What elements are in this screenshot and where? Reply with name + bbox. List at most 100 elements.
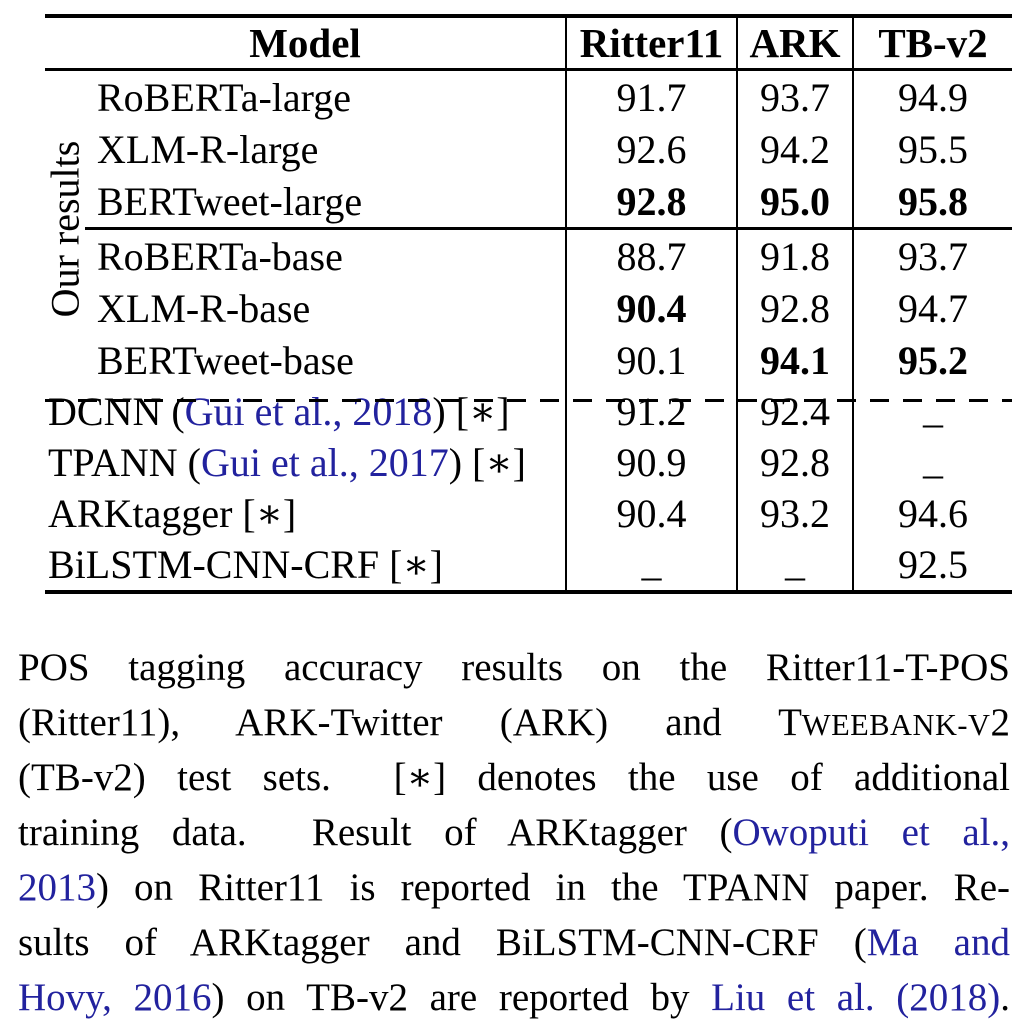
caption-line: training data. Result of ARKtagger (Owop… <box>18 805 1010 860</box>
results-table: Model Ritter11 ARK TB-v2 Our results RoBE… <box>43 14 1012 598</box>
table-header-row: Model Ritter11 ARK TB-v2 <box>45 16 1012 71</box>
caption-line: POS tagging accuracy results on the Ritt… <box>18 640 1010 695</box>
score-cell: 90.4 <box>565 282 737 334</box>
model-name-text: RoBERTa-large <box>97 74 352 120</box>
missing-value-dash: – <box>923 450 943 496</box>
model-name-cell: XLM-R-large <box>85 123 566 175</box>
model-name-cell: BERTweet-base <box>85 334 566 386</box>
model-name-text: ) [∗] <box>432 389 510 434</box>
score-cell: – <box>565 539 737 598</box>
missing-value-dash: – <box>923 399 943 445</box>
table-row: BERTweet-base 90.1 94.1 95.2 <box>45 334 1012 386</box>
score-cell: – <box>852 437 1012 496</box>
model-name-cell: RoBERTa-base <box>85 229 566 283</box>
score-cell: 92.8 <box>736 282 853 334</box>
score-cell: 92.8 <box>736 437 853 488</box>
caption-text: . <box>1000 976 1010 1019</box>
citation-link[interactable]: Hovy, 2016 <box>18 976 212 1019</box>
caption-line: 2013) on Ritter11 is reported in the TPA… <box>18 860 1010 915</box>
model-name-cell: RoBERTa-large <box>85 70 566 124</box>
score-cell: 93.7 <box>852 228 1012 282</box>
model-name-text: TPANN ( <box>48 440 201 485</box>
caption-line: sults of ARKtagger and BiLSTM-CNN-CRF (M… <box>18 915 1010 970</box>
table-row: XLM-R-base 90.4 92.8 94.7 <box>45 282 1012 334</box>
score-cell: 95.8 <box>852 175 1012 230</box>
column-header-ritter11: Ritter11 <box>565 16 737 71</box>
model-name-text: ARKtagger [∗] <box>48 491 297 536</box>
model-name-text: XLM-R-large <box>97 126 319 172</box>
citation-link[interactable]: Gui et al., 2017 <box>201 440 449 485</box>
paper-figure: { "colors": { "citation_blue": "#22229e"… <box>0 14 1016 1028</box>
missing-value-dash: – <box>785 552 805 598</box>
table-row: BERTweet-large 92.8 95.0 95.8 <box>45 175 1012 230</box>
caption-line: (TB-v2) test sets. [∗] denotes the use o… <box>18 750 1010 805</box>
table-row: BiLSTM-CNN-CRF [∗] – – 92.5 <box>45 539 1012 598</box>
citation-link[interactable]: Owoputi et al., <box>732 811 1010 854</box>
caption-line: Hovy, 2016) on TB-v2 are reported by Liu… <box>18 970 1010 1025</box>
model-name-cell: XLM-R-base <box>85 282 566 334</box>
model-name-text: BERTweet-large <box>97 178 363 224</box>
caption-text: (TB-v2) test sets. [∗] denotes the use o… <box>18 756 1010 799</box>
group-label-rotated: Our results <box>42 140 88 317</box>
caption-text: sults of ARKtagger and BiLSTM-CNN-CRF ( <box>18 921 867 964</box>
table-row: TPANN (Gui et al., 2017) [∗] 90.9 92.8– <box>45 437 1012 496</box>
caption-text: training data. Result of ARKtagger ( <box>18 811 733 854</box>
caption-text: ) on TB-v2 are reported by <box>211 976 712 1019</box>
score-cell: 92.6 <box>565 123 737 175</box>
model-name-cell: TPANN (Gui et al., 2017) [∗] <box>45 437 566 488</box>
citation-link[interactable]: Ma and <box>866 921 1010 964</box>
score-cell: – <box>852 386 1012 445</box>
model-name-cell: BERTweet-large <box>85 175 566 230</box>
score-cell: 92.5 <box>852 539 1012 592</box>
score-cell: 94.7 <box>852 282 1012 334</box>
score-cell: 92.8 <box>565 175 737 230</box>
score-cell: 95.2 <box>852 334 1012 386</box>
score-cell: 90.9 <box>565 437 737 488</box>
score-cell: 90.4 <box>565 488 737 539</box>
dashed-separator <box>45 399 1012 402</box>
model-name-text: ) [∗] <box>448 440 526 485</box>
caption-line: (Ritter11), ARK-Twitter (ARK) and TWEEBA… <box>18 695 1010 750</box>
caption-text: POS tagging accuracy results on the Ritt… <box>18 646 1010 689</box>
score-cell: 93.7 <box>736 69 853 123</box>
column-header-ark: ARK <box>736 16 853 71</box>
citation-link[interactable]: Gui et al., 2018 <box>184 389 433 434</box>
score-cell: 95.5 <box>852 123 1012 175</box>
score-cell: – <box>736 539 853 598</box>
score-cell: 91.8 <box>736 228 853 282</box>
score-cell: 93.2 <box>736 488 853 539</box>
score-cell: 95.0 <box>736 175 853 230</box>
model-name-text: BERTweet-base <box>97 337 354 383</box>
caption: POS tagging accuracy results on the Ritt… <box>18 640 1010 1025</box>
score-cell: 91.7 <box>565 69 737 123</box>
model-name-cell: ARKtagger [∗] <box>45 488 566 539</box>
score-cell: 94.9 <box>852 69 1012 123</box>
model-name-cell: DCNN (Gui et al., 2018) [∗] <box>45 386 566 437</box>
table-row: ARKtagger [∗] 90.4 93.2 94.6 <box>45 488 1012 539</box>
score-cell: 92.4 <box>736 386 853 437</box>
caption-text: (Ritter11), ARK-Twitter (ARK) and T <box>18 701 802 744</box>
column-header-tbv2: TB-v2 <box>852 16 1012 71</box>
score-cell: 94.2 <box>736 123 853 175</box>
score-cell: 91.2 <box>565 386 737 437</box>
score-cell: 94.6 <box>852 488 1012 539</box>
table-row: Our results RoBERTa-large 91.7 93.7 94.9 <box>43 69 1012 317</box>
citation-link[interactable]: 2013 <box>18 866 96 909</box>
caption-text: ) on Ritter11 is reported in the TPANN p… <box>96 866 1010 909</box>
model-name-text: RoBERTa-base <box>97 233 343 279</box>
model-name-text: DCNN ( <box>48 389 185 434</box>
score-cell: 94.1 <box>736 334 853 386</box>
citation-link[interactable]: Liu et al. (2018) <box>711 976 1001 1019</box>
model-name-cell: BiLSTM-CNN-CRF [∗] <box>45 539 566 592</box>
score-cell: 88.7 <box>565 228 737 282</box>
column-header-model: Model <box>45 16 566 71</box>
score-cell: 90.1 <box>565 334 737 386</box>
missing-value-dash: – <box>641 552 662 598</box>
table-row: RoBERTa-base 88.7 91.8 93.7 <box>45 228 1012 283</box>
table-row: XLM-R-large 92.6 94.2 95.5 <box>45 123 1012 175</box>
model-name-text: XLM-R-base <box>97 285 311 331</box>
model-name-text: BiLSTM-CNN-CRF [∗] <box>48 542 443 587</box>
group-label-cell: Our results <box>43 70 88 387</box>
caption-text: 2 <box>990 701 1011 744</box>
table-row: DCNN (Gui et al., 2018) [∗] 91.2 92.4– <box>45 386 1012 445</box>
